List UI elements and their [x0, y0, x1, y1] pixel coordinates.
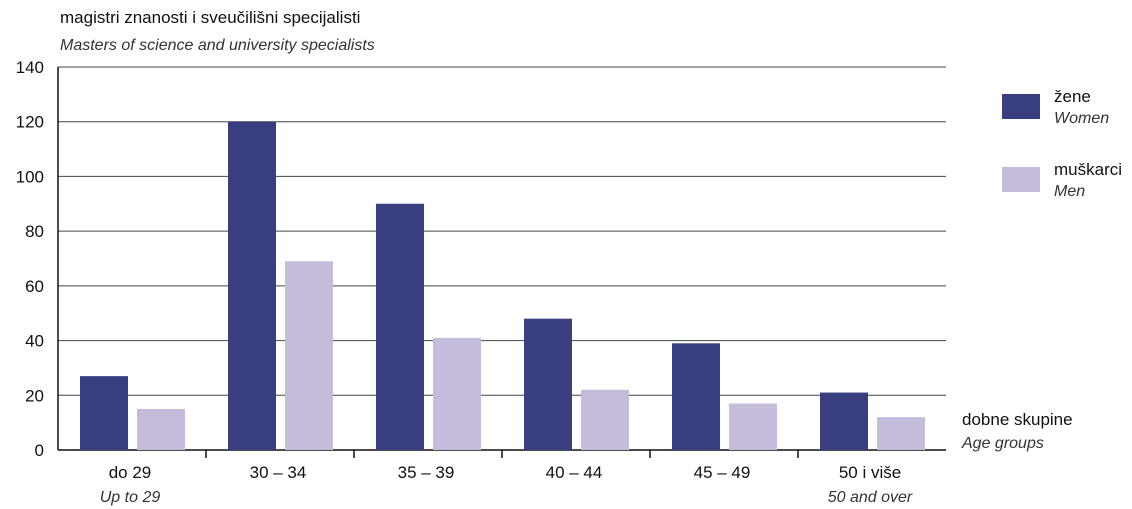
bar-men — [581, 389, 629, 450]
legend-swatch-men — [1002, 167, 1040, 192]
bar-women — [820, 392, 868, 450]
x-tick-label: 30 – 34 — [250, 463, 307, 482]
y-tick-label: 40 — [25, 332, 44, 351]
x-axis-caption: dobne skupine Age groups — [962, 408, 1073, 456]
y-tick-label: 80 — [25, 222, 44, 241]
x-tick-sublabel: 50 and over — [828, 489, 913, 506]
legend-label-men-en: Men — [1054, 183, 1086, 200]
bar-women — [524, 318, 572, 450]
y-tick-label: 100 — [16, 167, 44, 186]
x-tick-label: 35 – 39 — [398, 463, 455, 482]
bar-men — [877, 417, 925, 450]
bar-women — [228, 121, 276, 450]
legend-label-men: muškarci — [1054, 160, 1123, 179]
x-tick-sublabel: Up to 29 — [100, 489, 161, 506]
x-tick-label: do 29 — [109, 463, 152, 482]
y-tick-label: 140 — [16, 58, 44, 77]
bar-women — [376, 203, 424, 450]
chart-title: magistri znanosti i sveučilišni specijal… — [60, 8, 361, 27]
x-axis-label: dobne skupine — [962, 410, 1073, 429]
bar-men — [137, 408, 185, 450]
bar-women — [80, 376, 128, 450]
x-tick-label: 45 – 49 — [694, 463, 751, 482]
legend-swatch-women — [1002, 94, 1040, 119]
bar-men — [729, 403, 777, 450]
y-tick-label: 20 — [25, 386, 44, 405]
chart-subtitle: Masters of science and university specia… — [60, 37, 375, 54]
bar-men — [285, 261, 333, 450]
bar-women — [672, 343, 720, 450]
y-tick-label: 0 — [35, 441, 44, 460]
legend-label-women-en: Women — [1054, 110, 1110, 127]
y-tick-label: 120 — [16, 113, 44, 132]
y-tick-label: 60 — [25, 277, 44, 296]
legend-label-women: žene — [1054, 87, 1091, 106]
x-tick-label: 50 i više — [839, 463, 901, 482]
bar-men — [433, 337, 481, 450]
x-axis-label-en: Age groups — [962, 435, 1044, 452]
x-tick-label: 40 – 44 — [546, 463, 603, 482]
